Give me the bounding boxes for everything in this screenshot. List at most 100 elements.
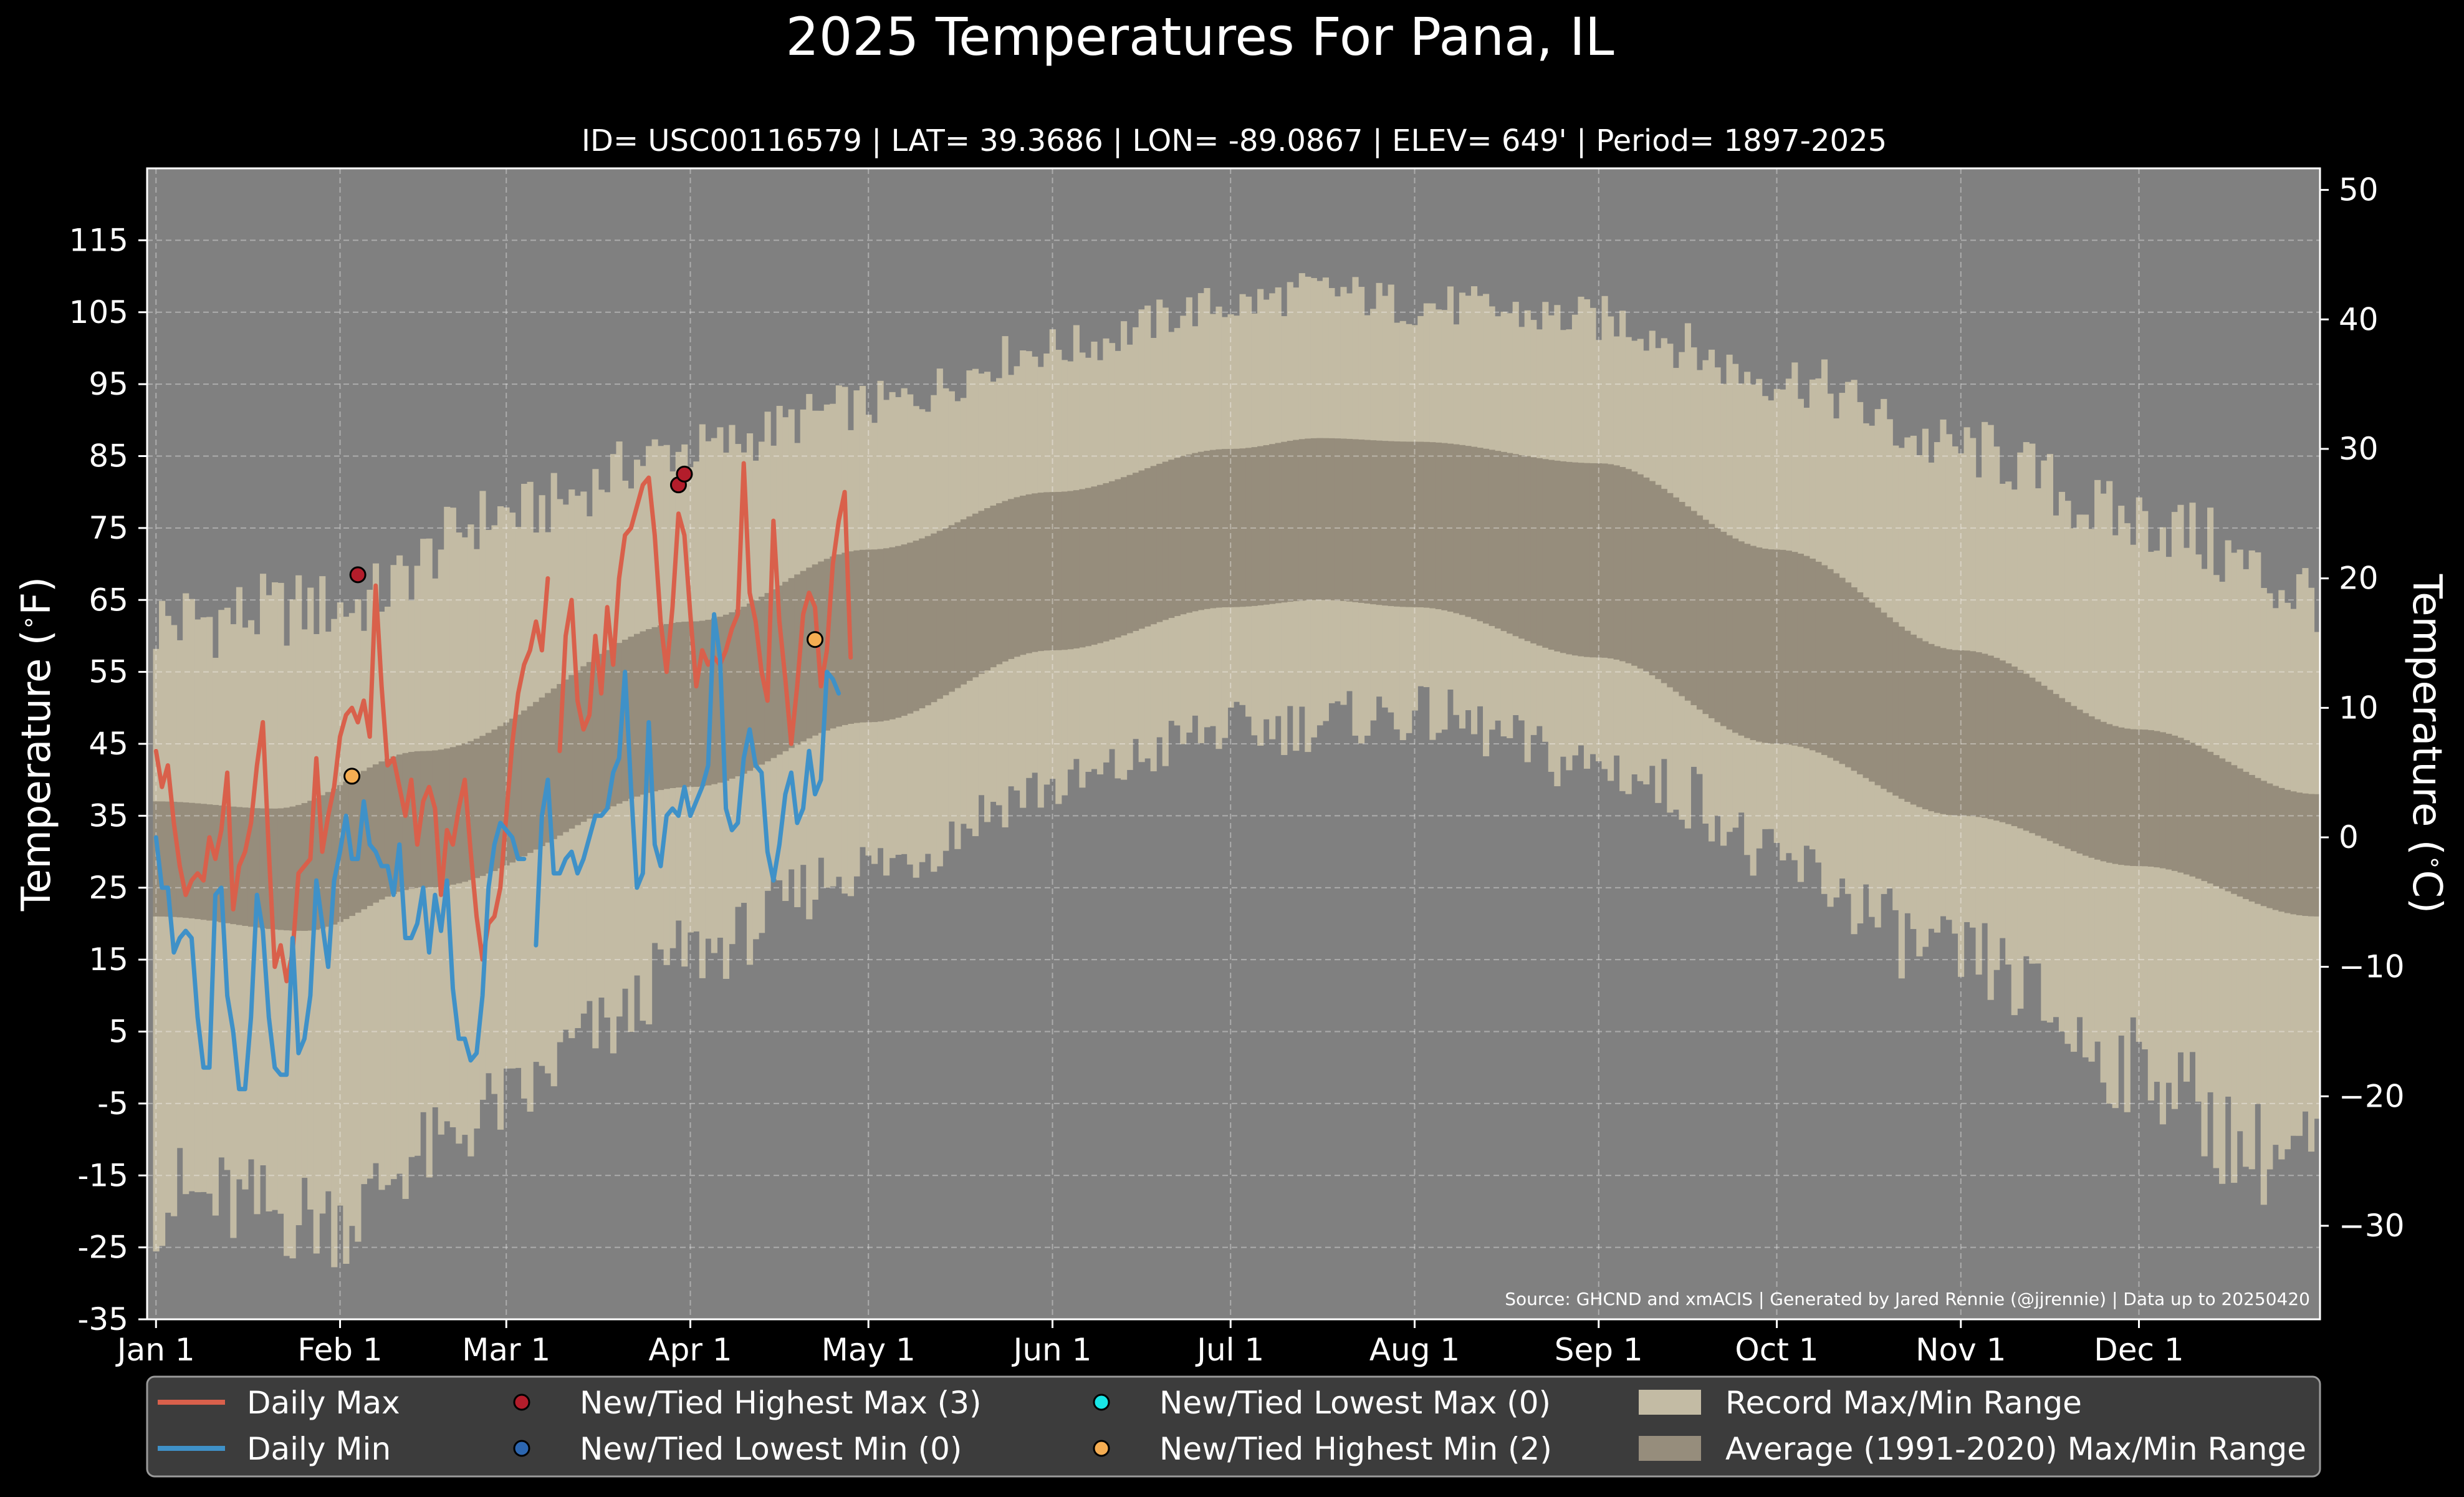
average-range-bar — [616, 643, 623, 804]
average-range-bar — [1524, 456, 1531, 642]
average-range-bar — [557, 684, 563, 836]
average-range-bar — [669, 623, 676, 788]
y-right-tick-label: 20 — [2339, 561, 2379, 597]
y-axis-right: −30 −20 −10 0 10 20 30 40 50 — [2320, 172, 2405, 1244]
average-range-bar — [598, 653, 605, 812]
average-range-bar — [586, 662, 593, 819]
average-range-bar — [2272, 786, 2279, 910]
average-range-bar — [1857, 592, 1864, 774]
average-range-bar — [1982, 653, 1988, 818]
average-range-bar — [1945, 649, 1953, 816]
average-range-bar — [2296, 792, 2303, 915]
legend-box — [146, 1375, 2321, 1478]
average-range-bar — [2041, 685, 2048, 839]
record-range-bar — [355, 599, 362, 1242]
average-range-bar — [1720, 531, 1727, 726]
average-range-bar — [533, 701, 540, 850]
average-range-bar — [284, 807, 290, 931]
average-range-bar — [2231, 765, 2238, 894]
average-range-bar — [1121, 477, 1128, 636]
average-range-bar — [1352, 439, 1359, 602]
average-range-bar — [621, 640, 629, 801]
average-range-bar — [2035, 681, 2041, 836]
average-range-bar — [752, 600, 759, 768]
average-range-bar — [444, 748, 451, 886]
average-range-bar — [1874, 607, 1881, 786]
average-range-bar — [568, 675, 575, 829]
average-range-bar — [372, 764, 380, 903]
average-range-bar — [408, 751, 415, 889]
average-range-bar — [830, 556, 837, 729]
average-range-bar — [539, 697, 545, 847]
average-range-bar — [592, 658, 599, 816]
y-tick-label: 85 — [89, 438, 128, 474]
average-range-bar — [1500, 451, 1507, 632]
y-right-tick-label: 40 — [2339, 301, 2379, 337]
average-range-bar — [1548, 460, 1555, 650]
average-range-bar — [865, 549, 872, 723]
average-range-bar — [604, 650, 611, 809]
average-range-bar — [1269, 444, 1276, 604]
average-range-bar — [610, 646, 617, 807]
average-range-bar — [550, 688, 557, 839]
source-note: Source: GHCND and xmACIS | Generated by … — [1505, 1289, 2310, 1309]
average-range-bar — [883, 548, 890, 721]
chart-subtitle: ID= USC00116579 | LAT= 39.3686 | LON= -8… — [582, 123, 1887, 158]
average-range-bar — [2076, 710, 2083, 854]
average-range-bar — [1263, 445, 1270, 605]
average-range-bar — [2147, 730, 2154, 867]
average-range-bar — [931, 533, 937, 703]
y-axis-left: -35 -25 -15 -5 5 15 25 35 45 55 65 75 85 95 105 115 — [69, 222, 147, 1337]
average-range-bar — [378, 761, 385, 900]
average-range-bar — [1679, 502, 1685, 696]
average-range-bar — [640, 631, 646, 795]
y-tick-label: 105 — [69, 294, 128, 330]
average-range-bar — [1886, 617, 1893, 792]
y-tick-label: 25 — [89, 870, 128, 906]
average-range-bar — [2083, 713, 2089, 856]
average-range-bar — [1133, 473, 1139, 632]
y-right-tick-label: 50 — [2339, 172, 2379, 208]
average-range-bar — [889, 547, 896, 720]
average-range-bar — [966, 516, 973, 681]
legend-patch-swatch — [1639, 1436, 1701, 1461]
average-range-bar — [1328, 438, 1335, 600]
average-range-bar — [2017, 670, 2024, 829]
average-range-bar — [1429, 442, 1436, 609]
average-range-bar — [2094, 719, 2101, 860]
average-range-bar — [242, 807, 249, 927]
average-range-bar — [2314, 794, 2320, 917]
average-range-bar — [414, 751, 421, 888]
average-range-bar — [1025, 494, 1032, 653]
record-range-bar — [171, 625, 178, 1216]
average-range-bar — [1845, 582, 1852, 768]
average-range-bar — [1358, 439, 1365, 603]
average-range-bar — [1488, 450, 1495, 627]
average-range-bar — [1839, 577, 1846, 764]
average-range-bar — [1809, 558, 1816, 751]
average-range-bar — [996, 503, 1003, 665]
average-range-bar — [2189, 743, 2196, 877]
average-range-bar — [734, 609, 742, 777]
average-range-bar — [1530, 457, 1537, 643]
average-range-bar — [331, 788, 338, 925]
legend: Daily Max New/Tied Highest Max (3) New/Tie… — [146, 1375, 2321, 1478]
average-range-bar — [1298, 439, 1305, 601]
average-range-bar — [206, 804, 213, 921]
average-range-bar — [1851, 587, 1858, 771]
average-range-bar — [319, 795, 326, 929]
average-range-bar — [188, 802, 195, 919]
average-range-bar — [711, 618, 717, 784]
average-range-bar — [1596, 463, 1603, 658]
average-range-bar — [1672, 497, 1679, 692]
daily-min-line — [153, 612, 841, 1092]
y-tick-label: 35 — [89, 797, 128, 834]
y-tick-label: 55 — [89, 654, 128, 690]
legend-label: New/Tied Lowest Min (0) — [580, 1431, 962, 1467]
legend-label: Average (1991-2020) Max/Min Range — [1725, 1431, 2306, 1467]
average-range-bar — [1892, 622, 1899, 796]
average-range-bar — [1631, 471, 1638, 666]
average-range-bar — [1281, 441, 1288, 603]
average-range-bar — [2260, 781, 2267, 907]
average-range-bar — [1518, 455, 1525, 639]
